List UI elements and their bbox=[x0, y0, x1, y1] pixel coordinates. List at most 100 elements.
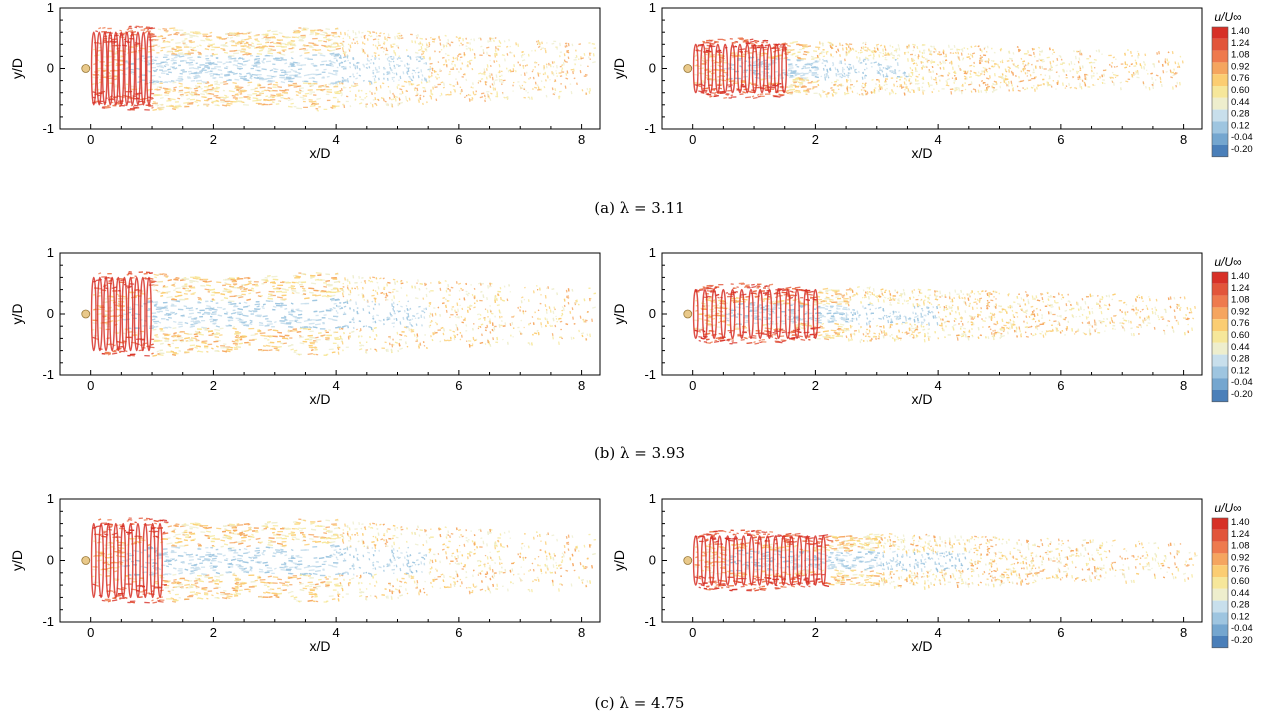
hub bbox=[82, 557, 90, 565]
x-axis-label: x/D bbox=[912, 638, 933, 654]
colorbar-swatch bbox=[1212, 284, 1228, 296]
colorbar-swatch bbox=[1212, 343, 1228, 355]
x-tick-label: 6 bbox=[455, 625, 462, 640]
colorbar-swatch bbox=[1212, 272, 1228, 284]
x-axis-label: x/D bbox=[310, 391, 331, 407]
x-tick-label: 6 bbox=[1057, 132, 1064, 147]
colorbar-level: 0.76 bbox=[1231, 73, 1250, 84]
colorbar-swatch bbox=[1212, 636, 1228, 648]
x-tick-label: 4 bbox=[333, 625, 340, 640]
colorbar-title: u/U∞ bbox=[1214, 255, 1242, 269]
y-tick-label: -1 bbox=[42, 614, 54, 629]
y-tick-label: -1 bbox=[42, 121, 54, 136]
x-tick-label: 8 bbox=[1180, 132, 1187, 147]
colorbar-level: 0.28 bbox=[1231, 354, 1250, 365]
colorbar-swatch bbox=[1212, 307, 1228, 319]
y-tick-label: -1 bbox=[644, 121, 656, 136]
colorbar-level: -0.04 bbox=[1231, 132, 1253, 143]
x-tick-label: 2 bbox=[210, 378, 217, 393]
y-tick-label: -1 bbox=[644, 614, 656, 629]
y-tick-label: 0 bbox=[47, 61, 54, 76]
colorbar-level: 1.08 bbox=[1231, 541, 1250, 552]
colorbar-level: 0.60 bbox=[1231, 85, 1250, 96]
colorbar-swatch bbox=[1212, 296, 1228, 308]
y-tick-label: 1 bbox=[649, 0, 656, 15]
colorbar-swatch bbox=[1212, 98, 1228, 110]
colorbar-swatch bbox=[1212, 542, 1228, 554]
colorbar-level: 1.40 bbox=[1231, 271, 1250, 282]
x-tick-label: 4 bbox=[333, 378, 340, 393]
colorbar-title: u/U∞ bbox=[1214, 501, 1242, 515]
x-tick-label: 6 bbox=[455, 378, 462, 393]
colorbar-swatch bbox=[1212, 518, 1228, 530]
colorbar-level: 0.44 bbox=[1231, 342, 1250, 353]
x-tick-label: 6 bbox=[1057, 625, 1064, 640]
colorbar-swatch bbox=[1212, 51, 1228, 63]
y-axis-label: y/D bbox=[9, 58, 25, 79]
x-tick-label: 0 bbox=[87, 378, 94, 393]
colorbar-swatch bbox=[1212, 86, 1228, 98]
x-tick-label: 0 bbox=[87, 132, 94, 147]
y-tick-label: 0 bbox=[649, 553, 656, 568]
colorbar-level: 0.60 bbox=[1231, 330, 1250, 341]
colorbar-swatch bbox=[1212, 331, 1228, 343]
x-tick-label: 6 bbox=[1057, 378, 1064, 393]
x-tick-label: 4 bbox=[935, 132, 942, 147]
x-tick-label: 4 bbox=[935, 378, 942, 393]
hub bbox=[82, 65, 90, 73]
colorbar-swatch bbox=[1212, 530, 1228, 542]
colorbar-level: -0.04 bbox=[1231, 623, 1253, 634]
x-tick-label: 2 bbox=[812, 625, 819, 640]
x-axis-label: x/D bbox=[310, 638, 331, 654]
wake-structures bbox=[92, 26, 596, 111]
wake-structures bbox=[92, 518, 596, 603]
y-axis-label: y/D bbox=[611, 550, 627, 571]
y-tick-label: 0 bbox=[649, 61, 656, 76]
x-tick-label: 4 bbox=[935, 625, 942, 640]
x-tick-label: 0 bbox=[689, 378, 696, 393]
colorbar-level: 0.12 bbox=[1231, 120, 1250, 131]
x-tick-label: 2 bbox=[210, 132, 217, 147]
colorbar-c: u/U∞1.401.241.080.920.760.600.440.280.12… bbox=[1212, 501, 1253, 648]
axes-frame bbox=[662, 499, 1202, 622]
x-tick-label: 2 bbox=[210, 625, 217, 640]
colorbar-level: -0.04 bbox=[1231, 377, 1253, 388]
colorbar-swatch bbox=[1212, 121, 1228, 133]
caption-a: (a) λ = 3.11 bbox=[0, 199, 1279, 217]
axes-frame bbox=[662, 8, 1202, 129]
hub bbox=[684, 65, 692, 73]
y-tick-label: -1 bbox=[644, 367, 656, 382]
axes-frame bbox=[662, 253, 1202, 375]
colorbar-swatch bbox=[1212, 39, 1228, 51]
x-tick-label: 4 bbox=[333, 132, 340, 147]
y-axis-label: y/D bbox=[9, 550, 25, 571]
x-tick-label: 8 bbox=[1180, 625, 1187, 640]
y-tick-label: 1 bbox=[47, 245, 54, 260]
colorbar-swatch bbox=[1212, 378, 1228, 390]
y-tick-label: 1 bbox=[47, 491, 54, 506]
wake-structures bbox=[92, 272, 596, 356]
colorbar-level: 0.92 bbox=[1231, 306, 1250, 317]
y-axis-label: y/D bbox=[9, 304, 25, 325]
axes-frame bbox=[60, 499, 600, 622]
colorbar-level: 0.28 bbox=[1231, 600, 1250, 611]
x-tick-label: 2 bbox=[812, 378, 819, 393]
colorbar-level: 1.08 bbox=[1231, 50, 1250, 61]
colorbar-level: 1.24 bbox=[1231, 529, 1250, 540]
wake-structures bbox=[694, 283, 1195, 344]
colorbar-a: u/U∞1.401.241.080.920.760.600.440.280.12… bbox=[1212, 10, 1253, 157]
x-axis-label: x/D bbox=[912, 145, 933, 161]
x-axis-label: x/D bbox=[912, 391, 933, 407]
x-tick-label: 8 bbox=[1180, 378, 1187, 393]
y-tick-label: -1 bbox=[42, 367, 54, 382]
colorbar-level: 0.44 bbox=[1231, 588, 1250, 599]
colorbar-level: 0.76 bbox=[1231, 318, 1250, 329]
y-tick-label: 1 bbox=[649, 245, 656, 260]
